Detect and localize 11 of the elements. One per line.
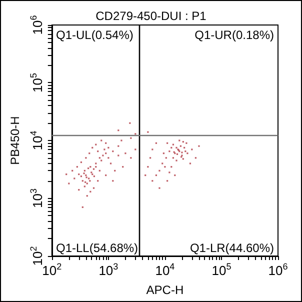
annotation: Q1-UR(0.18%) [194,28,274,42]
y-tick-label: 105 [28,73,45,92]
annotation: Q1-UL(0.54%) [56,28,134,42]
annotation: Q1-LR(44.60%) [190,241,274,255]
chart-title: CD279-450-DUI : P1 [96,9,207,23]
x-axis-title: APC-H [146,283,184,297]
y-tick-label: 104 [28,130,45,150]
y-tick-label: 106 [28,15,45,35]
y-tick-label: 103 [28,188,45,208]
annotation: Q1-LL(54.68%) [56,241,138,255]
y-axis-title: PB450-H [8,116,22,165]
